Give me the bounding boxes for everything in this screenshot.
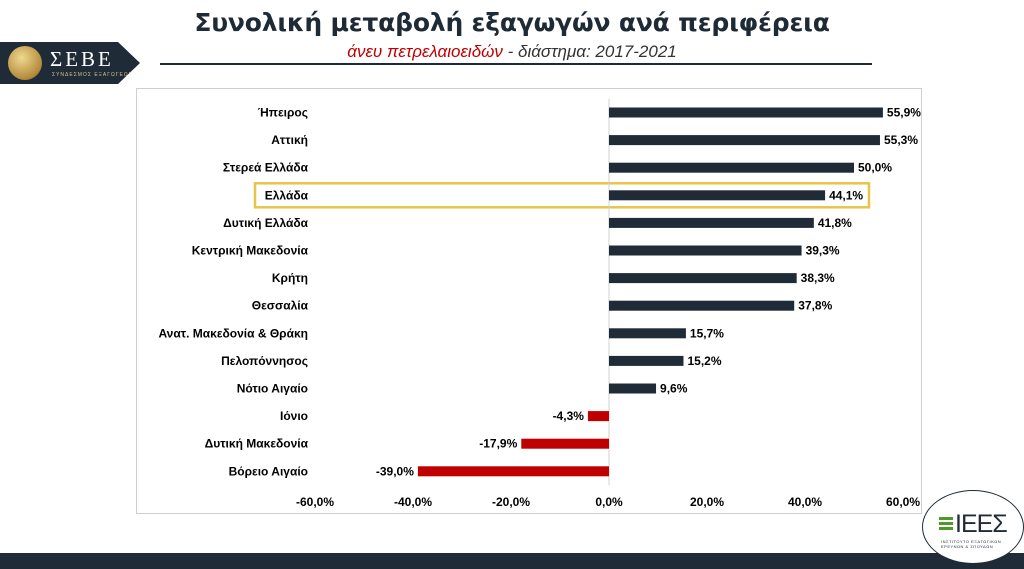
x-tick-label: 40,0% <box>788 495 822 509</box>
bar <box>609 273 797 284</box>
x-tick-label: -20,0% <box>492 495 530 509</box>
data-label: 15,7% <box>690 326 724 340</box>
iees-lines-icon <box>939 517 953 533</box>
highlight-box <box>253 182 871 209</box>
data-label: -39,0% <box>376 464 414 478</box>
bar <box>609 300 795 311</box>
category-label: Πελοπόννησος <box>221 354 308 368</box>
bar <box>609 383 657 394</box>
category-label: Θεσσαλία <box>252 299 309 313</box>
data-label: 38,3% <box>801 271 835 285</box>
category-label: Κρήτη <box>272 271 308 285</box>
data-label: -4,3% <box>553 409 585 423</box>
category-label: Ανατ. Μακεδονία & Θράκη <box>158 326 308 340</box>
data-label: 50,0% <box>858 161 892 175</box>
category-label: Ελλάδα <box>265 188 309 202</box>
x-tick-label: -60,0% <box>296 495 334 509</box>
data-label: 9,6% <box>660 382 688 396</box>
category-label: Ιόνιο <box>280 409 308 423</box>
bar <box>609 328 686 339</box>
chart-subtitle: άνευ πετρελαιοειδών - διάστημα: 2017-202… <box>0 42 1024 62</box>
data-label: 15,2% <box>687 354 721 368</box>
category-label: Ήπειρος <box>258 106 308 120</box>
x-tick-label: 60,0% <box>886 495 920 509</box>
chart-title: Συνολική μεταβολή εξαγωγών ανά περιφέρει… <box>194 8 830 37</box>
iees-logo: ΙΕΕΣ ΙΝΣΤΙΤΟΥΤΟ ΕΞΑΓΩΓΙΚΩΝ ΕΡΕΥΝΩΝ & ΣΠΟ… <box>922 490 1024 564</box>
category-label: Δυτική Μακεδονία <box>205 437 309 451</box>
subtitle-highlight: άνευ πετρελαιοειδών <box>347 42 503 61</box>
category-label: Αττική <box>271 133 308 147</box>
category-label: Νότιο Αιγαίο <box>237 382 308 396</box>
bar <box>609 355 684 366</box>
data-label: 44,1% <box>829 188 863 202</box>
bar <box>609 217 814 228</box>
data-label: 39,3% <box>806 244 840 258</box>
iees-logo-text: ΙΕΕΣ <box>955 510 1008 538</box>
bar <box>521 438 609 449</box>
bar <box>609 107 883 118</box>
seve-logo-text: ΣΕΒΕ <box>50 47 114 71</box>
bar <box>417 466 609 477</box>
category-label: Κεντρική Μακεδονία <box>192 244 309 258</box>
bar <box>609 162 854 173</box>
data-label: 55,9% <box>887 106 921 120</box>
footer-bar <box>0 553 1024 569</box>
seve-logo: ΣΕΒΕ ΣΥΝΔΕΣΜΟΣ ΕΞΑΓΩΓΕΩΝ <box>0 42 140 84</box>
bar <box>609 135 880 146</box>
seve-emblem-icon <box>8 46 42 80</box>
category-label: Στερεά Ελλάδα <box>223 161 309 175</box>
subtitle-period: - διάστημα: 2017-2021 <box>502 42 677 61</box>
x-tick-label: -40,0% <box>394 495 432 509</box>
bar <box>609 245 802 256</box>
bar <box>587 411 609 422</box>
category-label: Δυτική Ελλάδα <box>223 216 309 230</box>
data-label: 37,8% <box>798 299 832 313</box>
data-label: 55,3% <box>884 133 918 147</box>
iees-logo-subtext: ΙΝΣΤΙΤΟΥΤΟ ΕΞΑΓΩΓΙΚΩΝ ΕΡΕΥΝΩΝ & ΣΠΟΥΔΩΝ <box>941 539 1002 549</box>
title-underline <box>160 63 872 65</box>
x-tick-label: 20,0% <box>690 495 724 509</box>
category-label: Βόρειο Αιγαίο <box>229 464 308 478</box>
bar <box>609 190 826 201</box>
data-label: 41,8% <box>818 216 852 230</box>
x-tick-label: 0,0% <box>595 495 623 509</box>
seve-logo-subtext: ΣΥΝΔΕΣΜΟΣ ΕΞΑΓΩΓΕΩΝ <box>52 72 134 78</box>
data-label: -17,9% <box>479 437 517 451</box>
